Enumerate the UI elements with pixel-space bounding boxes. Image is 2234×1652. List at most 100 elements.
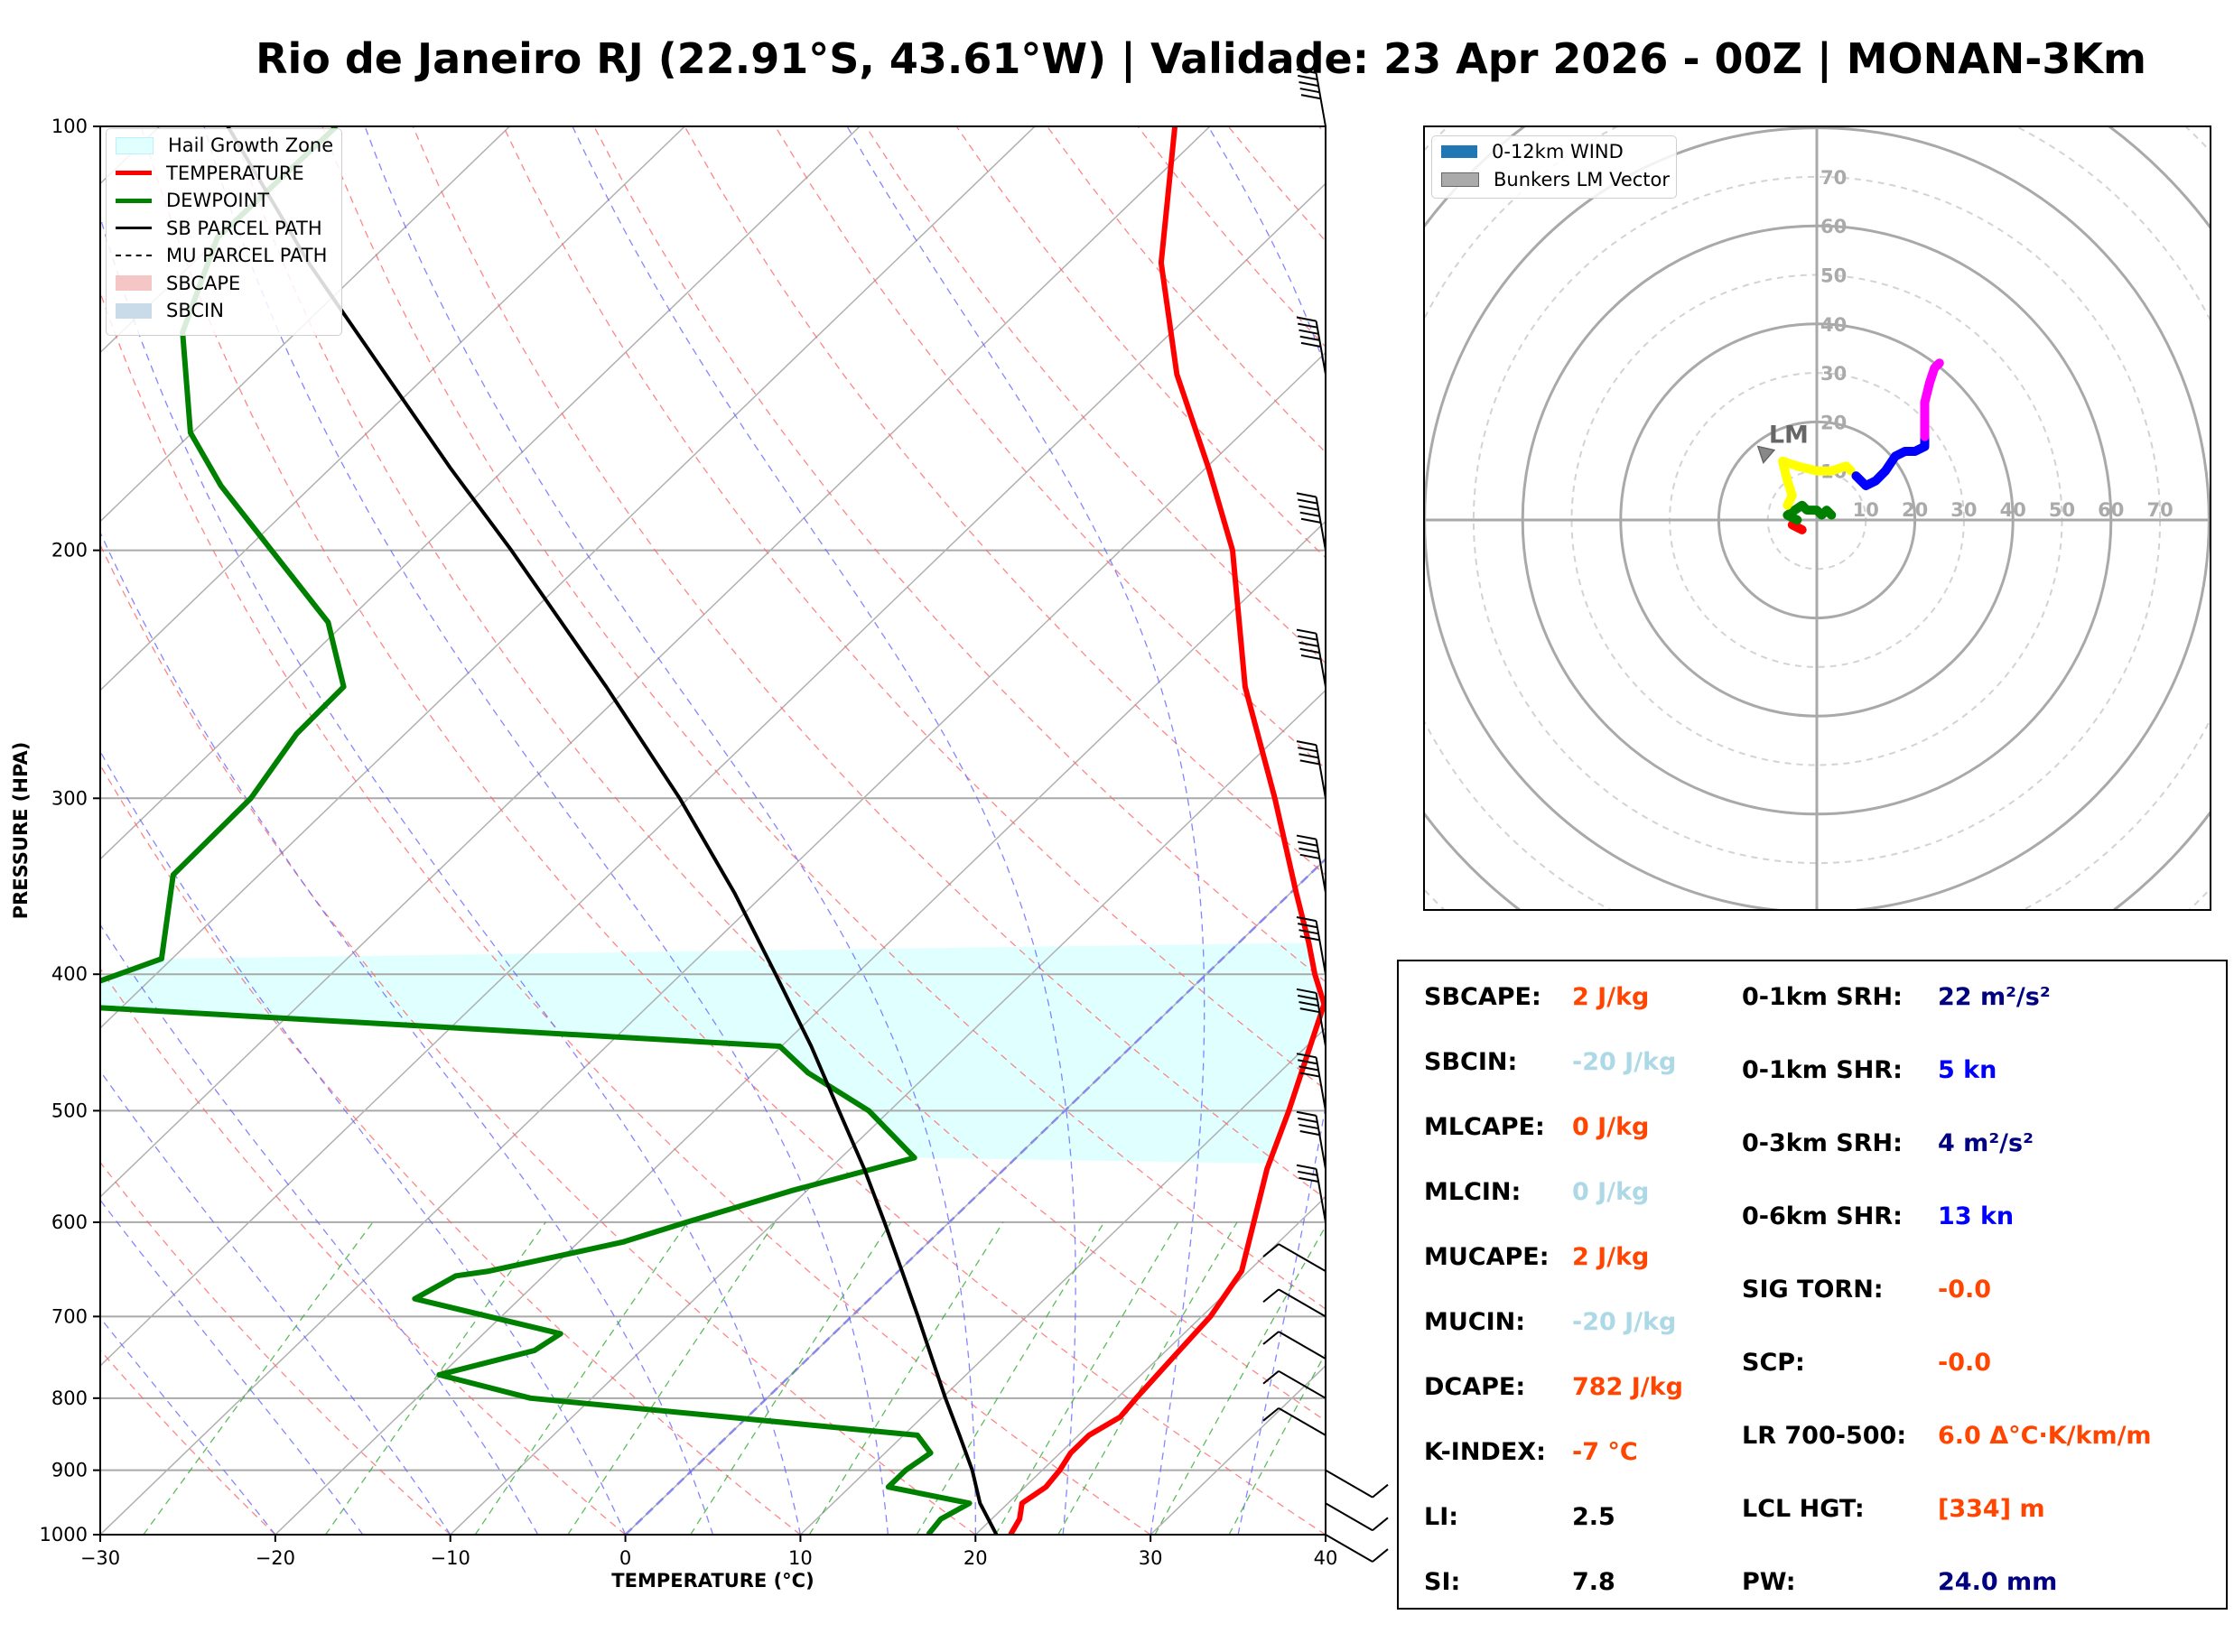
wind-barb-flag xyxy=(1262,1370,1280,1385)
param-label-lr-700-500: LR 700-500: xyxy=(1742,1422,1907,1450)
wind-barb-staff xyxy=(1315,633,1326,687)
moist-adiabat xyxy=(846,126,1205,1535)
dry-adiabat xyxy=(774,126,1326,770)
param-value-si: 7.8 xyxy=(1572,1568,1615,1596)
wind-barb-flag xyxy=(1298,840,1318,847)
wind-barb-flag xyxy=(1372,1483,1389,1499)
legend-item-wind: 0-12km WIND xyxy=(1432,138,1676,166)
y-tick-label: 600 xyxy=(51,1211,88,1233)
wind-barb-flag xyxy=(1296,1053,1317,1059)
legend-label: SB PARCEL PATH xyxy=(166,217,322,239)
moist-adiabat xyxy=(100,215,802,1535)
wind-barb-flag xyxy=(1262,1243,1280,1258)
legend-label: SBCIN xyxy=(166,300,224,322)
plot-frame xyxy=(99,125,1326,1536)
x-tick-label: 20 xyxy=(963,1547,988,1569)
wind-barb-flag xyxy=(1299,759,1320,766)
wind-barb-flag xyxy=(1299,935,1320,942)
dry-adiabat xyxy=(502,126,1326,1091)
legend-swatch xyxy=(116,198,152,203)
mixing-ratio-line xyxy=(567,1221,776,1535)
param-label-dcape: DCAPE: xyxy=(1424,1373,1526,1401)
wind-barb-staff xyxy=(1278,1407,1326,1436)
hodo-ring-label-x: 60 xyxy=(2098,499,2124,521)
wind-barb-staff xyxy=(1278,1243,1326,1273)
param-label-sbcin: SBCIN: xyxy=(1424,1048,1518,1076)
wind-barb-staff xyxy=(1278,1331,1326,1360)
param-label-scp: SCP: xyxy=(1742,1349,1805,1377)
chart-title: Rio de Janeiro RJ (22.91°S, 43.61°W) | V… xyxy=(256,34,2146,83)
wind-barb-flag xyxy=(1262,1407,1280,1422)
wind-barb-flag xyxy=(1262,1288,1280,1304)
wind-barb-flag xyxy=(1299,1072,1320,1078)
wind-barb-flag xyxy=(1298,322,1318,329)
legend-item-dewpoint: DEWPOINT xyxy=(107,187,341,215)
wind-barb-staff xyxy=(1325,1502,1373,1532)
wind-barb-flag xyxy=(1296,316,1317,322)
isotherm-line xyxy=(100,126,861,860)
wind-barb-flag xyxy=(1298,74,1318,80)
mixing-ratio-line xyxy=(808,1221,1004,1535)
legend-swatch xyxy=(116,136,154,154)
legend-label: 0-12km WIND xyxy=(1492,141,1624,163)
wind-barb-flag xyxy=(1299,1065,1319,1072)
wind-barb-flag xyxy=(1296,916,1317,923)
temperature-line xyxy=(1008,126,1326,1535)
wind-barb-flag xyxy=(1296,1110,1317,1117)
legend-swatch xyxy=(116,255,152,257)
wind-barb-flag xyxy=(1296,628,1317,635)
param-value-mucin: -20 J/kg xyxy=(1572,1308,1677,1336)
x-tick-label: 0 xyxy=(619,1547,631,1569)
wind-barb-flag xyxy=(1299,647,1320,654)
wind-barb-flag xyxy=(1299,847,1319,853)
wind-barb-flag xyxy=(1298,994,1318,1000)
mixing-ratio-line xyxy=(690,1221,892,1535)
wind-barb-staff xyxy=(1315,992,1326,1047)
wind-barb-flag xyxy=(1298,747,1318,753)
x-tick-label: −20 xyxy=(256,1547,295,1569)
wind-barb-staff xyxy=(1278,1369,1326,1399)
dewpoint-line xyxy=(100,126,973,1535)
param-value-srh-01: 22 m²/s² xyxy=(1938,983,2051,1011)
wind-barb-flag xyxy=(1299,88,1320,94)
param-value-mlcin: 0 J/kg xyxy=(1572,1178,1650,1206)
skewt-legend: Hail Growth Zone TEMPERATURE DEWPOINT SB… xyxy=(106,128,342,336)
moist-adiabat xyxy=(100,531,714,1535)
moist-adiabat xyxy=(100,1070,451,1535)
mixing-ratio-line xyxy=(143,1221,374,1535)
isotherm-line xyxy=(100,351,1326,1535)
sb-parcel-line xyxy=(226,126,999,1535)
isotherm-line xyxy=(450,689,1326,1535)
wind-barb-flag xyxy=(1299,929,1319,935)
y-tick-label: 300 xyxy=(51,787,88,809)
param-label-li: LI: xyxy=(1424,1503,1459,1531)
lm-label: LM xyxy=(1769,422,1809,450)
isotherm-line xyxy=(275,520,1326,1535)
param-value-sig-torn: -0.0 xyxy=(1938,1276,1992,1304)
param-label-pw: PW: xyxy=(1742,1568,1796,1596)
hodo-ring-label-x: 50 xyxy=(2049,499,2075,521)
legend-item-temperature: TEMPERATURE xyxy=(107,160,341,188)
legend-label: SBCAPE xyxy=(166,272,241,294)
y-tick-label: 1000 xyxy=(40,1524,88,1545)
wind-barb-flag xyxy=(1298,635,1318,641)
hodograph-legend: 0-12km WIND Bunkers LM Vector xyxy=(1431,135,1677,199)
wind-barb-staff xyxy=(1315,920,1326,975)
wind-barb-flag xyxy=(1300,517,1321,524)
y-tick-label: 800 xyxy=(51,1387,88,1409)
moist-adiabat xyxy=(364,126,976,1535)
isotherm-line xyxy=(100,182,1326,1367)
param-label-shr-06: 0-6km SHR: xyxy=(1742,1202,1903,1230)
wind-barb-flag xyxy=(1299,335,1320,341)
param-label-k-index: K-INDEX: xyxy=(1424,1438,1546,1466)
y-tick-label: 500 xyxy=(51,1100,88,1121)
wind-barb-flag xyxy=(1296,492,1317,498)
wind-barb-staff xyxy=(1315,745,1326,799)
mixing-ratio-line xyxy=(1057,1221,1238,1535)
x-axis-label: TEMPERATURE (°C) xyxy=(611,1570,814,1592)
hodo-ring-label-y: 50 xyxy=(1820,265,1847,287)
x-tick-label: −10 xyxy=(431,1547,470,1569)
wind-barb-flag xyxy=(1299,511,1320,517)
